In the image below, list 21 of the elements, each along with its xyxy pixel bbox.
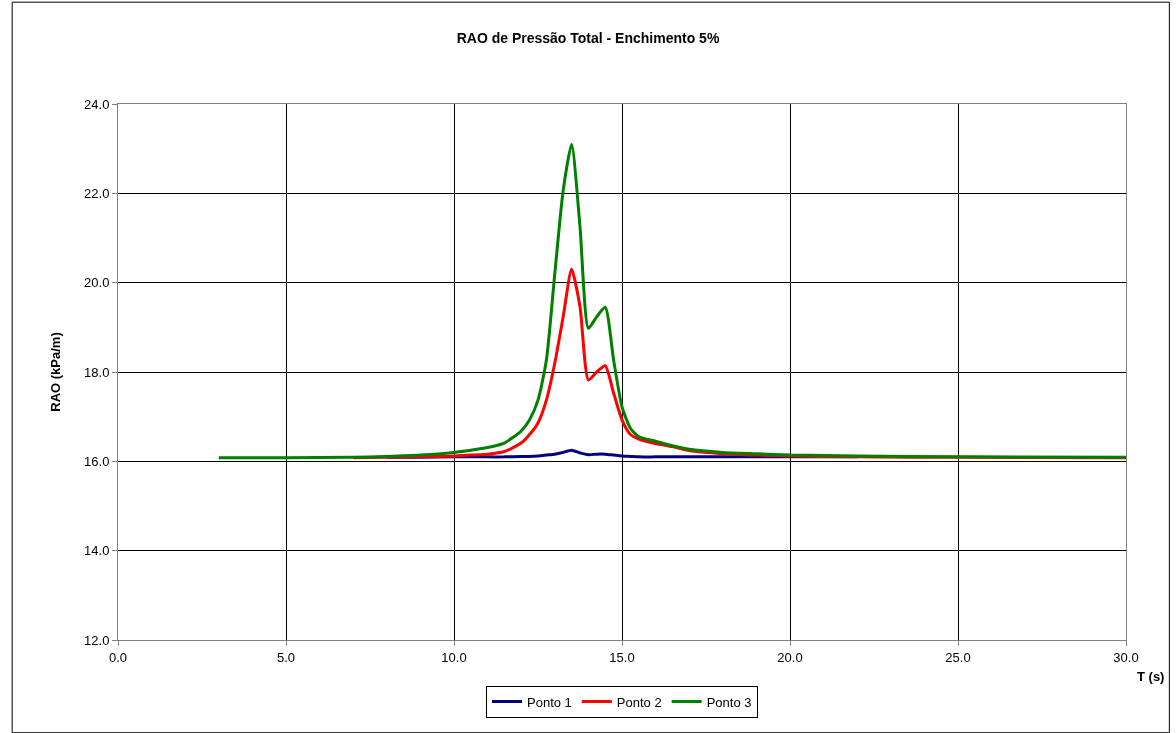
- x-tick-label: 30.0: [1113, 649, 1139, 665]
- y-tick-label: 16.0: [84, 453, 110, 469]
- legend-label: Ponto 2: [616, 694, 662, 710]
- x-tick-label: 15.0: [609, 649, 635, 665]
- x-tick-label: 25.0: [945, 649, 971, 665]
- y-tick-label: 12.0: [84, 632, 110, 648]
- y-axis-title: RAO (kPa/m): [48, 332, 64, 412]
- x-tick-label: 20.0: [777, 649, 803, 665]
- line-series: [217, 142, 1126, 460]
- y-tick-label: 22.0: [84, 185, 110, 201]
- x-tick-label: 0.0: [108, 649, 128, 665]
- y-tick-label: 14.0: [84, 543, 110, 559]
- x-tick-label: 10.0: [441, 649, 467, 665]
- y-tick-label: 18.0: [84, 364, 110, 380]
- x-axis-title: T (s): [1137, 669, 1165, 684]
- legend-label: Ponto 3: [706, 694, 752, 710]
- y-tick-label: 24.0: [84, 96, 110, 112]
- y-tick-label: 20.0: [84, 275, 110, 291]
- chart-title: RAO de Pressão Total - Enchimento 5%: [456, 29, 720, 46]
- legend-label: Ponto 1: [527, 694, 572, 710]
- x-tick-label: 5.0: [276, 649, 296, 665]
